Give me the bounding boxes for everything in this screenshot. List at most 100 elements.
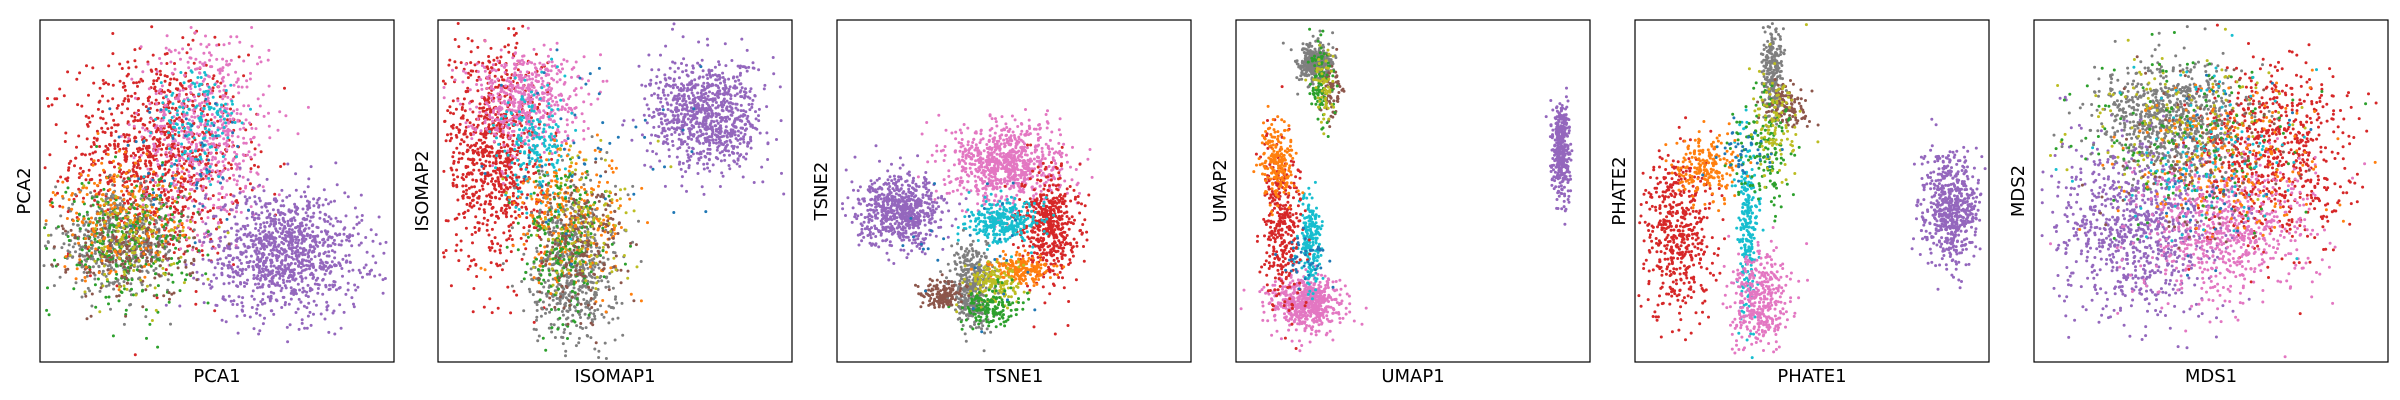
data-point (124, 236, 128, 240)
data-point (252, 239, 256, 243)
data-point (98, 173, 102, 177)
data-point (106, 233, 110, 237)
data-point (500, 268, 504, 272)
data-point (443, 119, 447, 123)
data-point (169, 182, 173, 186)
data-point (241, 267, 245, 271)
data-point (242, 154, 246, 157)
data-point (90, 251, 94, 255)
data-point (222, 117, 226, 121)
data-point (66, 186, 70, 190)
data-point (229, 58, 233, 62)
data-point (207, 75, 211, 79)
data-point (249, 137, 253, 141)
data-point (261, 292, 265, 296)
data-point (365, 250, 369, 254)
y-axis-label: PCA2 (14, 167, 35, 214)
data-point (151, 217, 155, 221)
data-point (319, 265, 323, 269)
data-point (135, 207, 139, 211)
data-point (115, 239, 119, 243)
data-point (239, 238, 243, 242)
data-point (232, 83, 236, 87)
data-point (226, 266, 230, 270)
data-point (116, 104, 120, 108)
data-point (149, 257, 153, 261)
data-point (251, 265, 255, 268)
data-point (144, 219, 148, 223)
data-point (209, 118, 213, 122)
data-point (146, 175, 150, 179)
data-point (178, 304, 182, 308)
data-point (258, 199, 262, 203)
data-point (468, 204, 472, 208)
data-point (216, 221, 220, 225)
data-point (206, 277, 210, 281)
data-point (230, 99, 234, 103)
data-point (237, 295, 241, 299)
data-point (459, 239, 463, 243)
data-point (457, 157, 461, 161)
data-point (190, 215, 194, 219)
data-point (178, 289, 182, 293)
data-point (246, 224, 250, 227)
data-point (71, 202, 75, 206)
data-point (132, 156, 136, 160)
data-point (185, 130, 188, 134)
data-point (181, 110, 185, 114)
data-point (101, 284, 105, 288)
data-point (481, 222, 485, 226)
data-point (141, 210, 145, 214)
data-point (356, 285, 360, 289)
data-point (270, 279, 274, 283)
data-point (332, 280, 336, 283)
data-point (163, 193, 167, 197)
data-point (304, 276, 308, 280)
data-point (138, 158, 142, 162)
data-point (64, 255, 68, 259)
data-point (126, 143, 130, 147)
data-point (132, 206, 136, 210)
data-point (216, 251, 220, 255)
data-point (476, 45, 480, 49)
data-point (311, 273, 315, 277)
data-point (141, 231, 145, 234)
data-point (285, 267, 289, 271)
data-point (103, 272, 107, 276)
data-point (138, 185, 142, 189)
data-point (219, 118, 223, 122)
data-point (273, 236, 277, 240)
data-point (274, 283, 278, 287)
data-point (300, 318, 304, 322)
data-point (129, 303, 133, 306)
data-point (226, 114, 229, 118)
data-point (517, 175, 521, 179)
data-point (160, 147, 164, 151)
data-point (156, 184, 159, 187)
data-point (148, 120, 152, 124)
data-point (110, 112, 114, 116)
data-point (84, 178, 88, 182)
data-point (240, 121, 244, 125)
data-point (162, 116, 166, 120)
data-point (87, 93, 90, 97)
data-point (86, 286, 90, 290)
data-point (155, 193, 158, 197)
data-point (256, 255, 260, 259)
data-point (106, 153, 110, 156)
data-point (130, 94, 133, 98)
data-point (378, 242, 382, 246)
data-point (66, 210, 70, 214)
data-point (139, 278, 143, 282)
data-point (114, 250, 118, 254)
data-point (157, 187, 161, 191)
data-point (242, 74, 246, 78)
data-point (165, 75, 169, 78)
data-point (196, 76, 200, 79)
data-point (338, 286, 342, 289)
data-point (92, 81, 96, 85)
data-point (92, 159, 96, 163)
data-point (62, 242, 66, 246)
data-point (130, 287, 133, 291)
data-point (224, 89, 228, 92)
